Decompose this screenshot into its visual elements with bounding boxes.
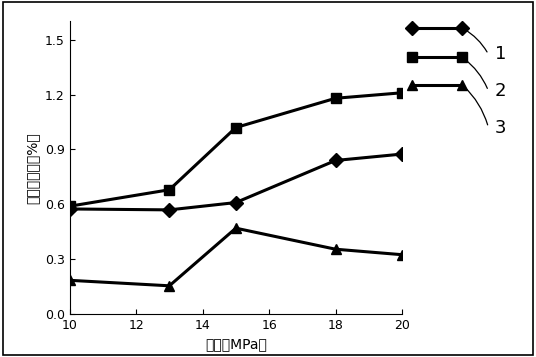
Text: 2: 2 <box>495 82 507 100</box>
Text: 1: 1 <box>495 45 507 63</box>
Text: 3: 3 <box>495 119 507 136</box>
Y-axis label: 质量变化率（%）: 质量变化率（%） <box>25 132 39 203</box>
FancyArrowPatch shape <box>464 29 487 52</box>
X-axis label: 压力（MPa）: 压力（MPa） <box>205 338 267 352</box>
FancyArrowPatch shape <box>464 59 487 89</box>
FancyArrowPatch shape <box>464 86 488 125</box>
